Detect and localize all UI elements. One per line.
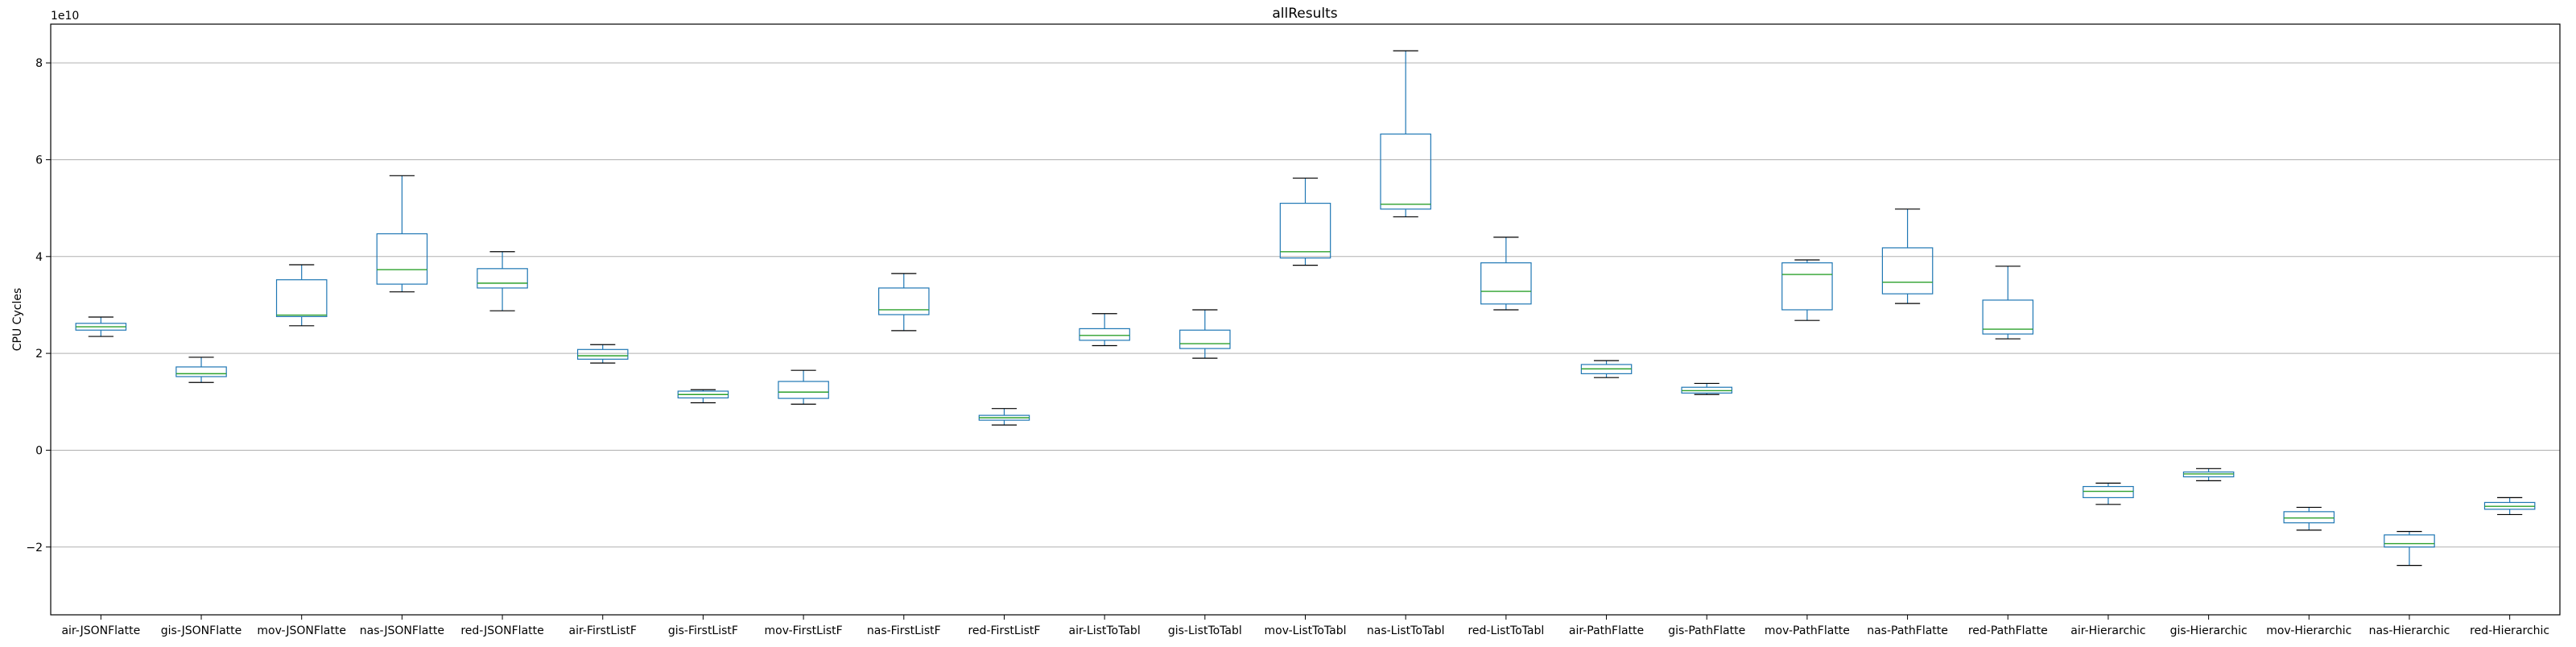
box-group — [778, 369, 829, 405]
x-tick-label: air-Hierarchic — [2070, 624, 2145, 637]
y-tick-label: 6 — [35, 154, 43, 167]
box-group — [1480, 237, 1532, 311]
x-tick-label: gis-JSONFlatte — [161, 624, 242, 637]
y-axis-offset-text: 1e10 — [51, 10, 79, 23]
box-iqr — [2283, 511, 2335, 524]
box-iqr — [1781, 262, 1833, 311]
x-tick-label: gis-FirstListF — [668, 624, 738, 637]
box-group — [576, 344, 629, 364]
x-tick-label: mov-FirstListF — [765, 624, 843, 637]
x-tick-label: red-FirstListF — [968, 624, 1040, 637]
box-group — [1079, 313, 1130, 347]
box-group — [2283, 506, 2335, 531]
box-iqr — [576, 348, 629, 360]
y-tick-label: 8 — [35, 57, 43, 70]
box-iqr — [778, 381, 829, 399]
box-group — [1279, 177, 1331, 266]
box-group — [2483, 497, 2536, 516]
chart-title: allResults — [1272, 6, 1337, 22]
x-tick-label: nas-ListToTabl — [1367, 624, 1445, 637]
x-tick-label: red-PathFlatte — [1968, 624, 2048, 637]
box-iqr — [1380, 133, 1431, 210]
axes: −2 0 2 4 6 8 air-JSONFlatte gis-JSONFlatte mov-J… — [26, 23, 2561, 637]
box-group — [75, 316, 127, 337]
x-tick-label: gis-Hierarchic — [2170, 624, 2248, 637]
box-group — [1380, 50, 1431, 218]
plot-frame — [50, 23, 2561, 616]
box-group — [2083, 482, 2134, 505]
x-tick-label: mov-ListToTabl — [1265, 624, 1347, 637]
box-group — [175, 356, 227, 383]
box-iqr — [2083, 485, 2134, 499]
x-tick-label: gis-PathFlatte — [1668, 624, 1745, 637]
box-group — [1881, 208, 1934, 304]
box-group — [275, 264, 328, 327]
x-tick-label: air-FirstListF — [569, 624, 637, 637]
box-iqr — [175, 366, 227, 377]
box-group — [878, 273, 930, 332]
y-tick-label: 4 — [35, 251, 43, 264]
y-tick-label: 0 — [35, 444, 43, 457]
box-group — [978, 408, 1030, 426]
box-group — [477, 251, 528, 311]
box-group — [2384, 530, 2435, 567]
box-group — [1681, 382, 1732, 395]
box-iqr — [275, 279, 328, 317]
box-group — [376, 175, 428, 293]
box-iqr — [1079, 328, 1130, 341]
x-tick-label: red-Hierarchic — [2470, 624, 2549, 637]
box-group — [2182, 468, 2235, 481]
box-iqr — [1279, 203, 1331, 259]
y-tick-label: −2 — [26, 542, 43, 554]
box-group — [1580, 360, 1633, 378]
x-tick-label: red-JSONFlatte — [460, 624, 543, 637]
x-tick-label: mov-PathFlatte — [1765, 624, 1850, 637]
x-tick-label: mov-Hierarchic — [2266, 624, 2351, 637]
box-iqr — [1881, 247, 1934, 295]
box-iqr — [1982, 299, 2034, 335]
x-tick-label: air-ListToTabl — [1069, 624, 1141, 637]
box-series — [75, 50, 2536, 567]
grid-lines — [51, 62, 2560, 548]
box-iqr — [477, 268, 528, 289]
x-tick-label: nas-Hierarchic — [2369, 624, 2450, 637]
x-tick-label: nas-FirstListF — [867, 624, 941, 637]
x-tick-label: air-PathFlatte — [1569, 624, 1644, 637]
x-tick-label: nas-PathFlatte — [1867, 624, 1948, 637]
box-iqr — [1179, 329, 1231, 349]
y-tick-label: 2 — [35, 348, 43, 361]
box-iqr — [376, 233, 428, 285]
box-group — [1982, 266, 2034, 340]
y-axis-label: CPU Cycles — [11, 288, 24, 351]
box-group — [677, 389, 729, 404]
x-tick-label: red-ListToTabl — [1468, 624, 1544, 637]
box-iqr — [1480, 262, 1532, 305]
x-tick-label: air-JSONFlatte — [61, 624, 140, 637]
box-iqr — [878, 287, 930, 315]
x-tick-label: nas-JSONFlatte — [360, 624, 444, 637]
box-group — [1179, 309, 1231, 359]
box-iqr — [2384, 534, 2435, 548]
x-tick-label: gis-ListToTabl — [1168, 624, 1242, 637]
x-tick-label: mov-JSONFlatte — [257, 624, 346, 637]
box-group — [1781, 259, 1833, 321]
